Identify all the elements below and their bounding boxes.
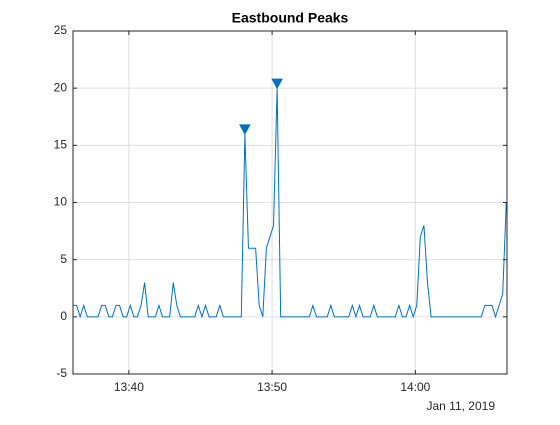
- x-tick-label: 13:50: [257, 380, 287, 394]
- x-secondary-label: Jan 11, 2019: [426, 399, 495, 413]
- y-tick-label: 0: [60, 309, 67, 323]
- y-tick-label: 15: [54, 138, 68, 152]
- data-line: [73, 88, 507, 319]
- x-tick-label: 14:00: [400, 380, 430, 394]
- y-tick-label: -5: [56, 366, 67, 380]
- chart-title: Eastbound Peaks: [232, 10, 349, 26]
- y-tick-label: 5: [60, 252, 67, 266]
- peak-marker: [271, 78, 283, 90]
- y-tick-label: 10: [54, 195, 68, 209]
- y-tick-label: 25: [54, 23, 68, 37]
- x-tick-label: 13:40: [114, 380, 144, 394]
- peak-marker: [239, 124, 251, 135]
- y-tick-label: 20: [54, 80, 68, 94]
